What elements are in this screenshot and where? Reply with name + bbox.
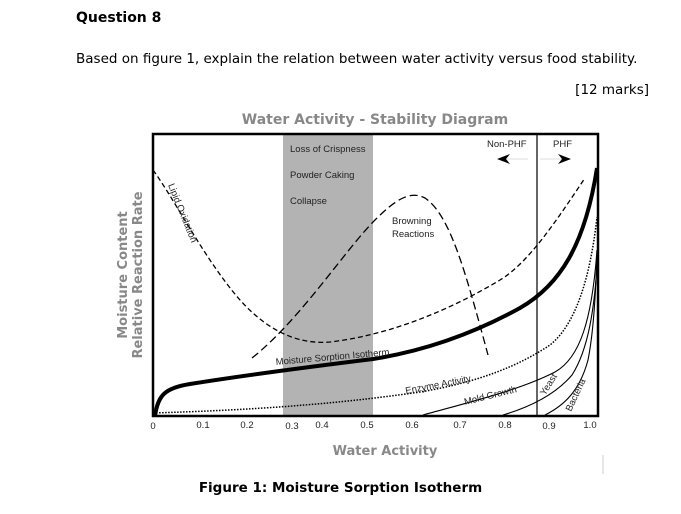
x-tick: 0.8 (498, 420, 511, 431)
x-tick: 0.9 (542, 421, 555, 432)
enzyme-label: Enzyme Activity (404, 373, 472, 397)
mold-growth-curve (422, 249, 598, 416)
diagram-title: Water Activity - Stability Diagram (242, 112, 508, 128)
x-axis-label: Water Activity (333, 444, 438, 459)
browning-label-2: Reactions (392, 229, 434, 240)
sorption-isotherm-curve (153, 167, 599, 417)
bacteria-label: Bacteria (564, 376, 589, 413)
x-tick: 0.7 (453, 420, 466, 431)
x-tick: 0.4 (315, 420, 328, 431)
band-label-caking: Powder Caking (290, 170, 354, 181)
enzyme-activity-curve (152, 216, 598, 414)
x-tick: 0.5 (360, 420, 373, 431)
y-axis-label-1: Moisture Content (116, 211, 131, 339)
right-arrow-icon (558, 154, 571, 164)
non-phf-label: Non-PHF (487, 139, 527, 150)
x-tick: 0.1 (196, 420, 209, 431)
band-label-crispness: Loss of Crispness (290, 144, 366, 155)
figure-caption: Figure 1: Moisture Sorption Isotherm (198, 480, 483, 496)
plot-frame (151, 132, 600, 418)
browning-curve (251, 194, 489, 359)
lipid-label: Lipid Oxidation (165, 182, 199, 244)
x-tick: 1.0 (583, 420, 596, 431)
x-tick: 0 (150, 421, 155, 432)
yeast-curve (502, 249, 599, 416)
question-text: Based on figure 1, explain the relation … (76, 51, 638, 67)
left-arrow-icon (497, 154, 510, 164)
marks: [12 marks] (575, 82, 649, 98)
yeast-label: Yeast (538, 372, 560, 398)
lipid-oxidation-curve (152, 169, 586, 343)
question-title: Question 8 (76, 10, 162, 26)
x-tick: 0.3 (285, 421, 298, 432)
phf-label: PHF (553, 139, 572, 150)
browning-label-1: Browning (392, 216, 432, 227)
x-tick: 0.2 (240, 420, 253, 431)
x-tick: 0.6 (405, 420, 418, 431)
bacteria-curve (544, 249, 598, 416)
y-axis-label-2: Relative Reaction Rate (131, 191, 146, 358)
mold-label: Mold Growth (463, 384, 518, 408)
band-label-collapse: Collapse (290, 196, 327, 207)
